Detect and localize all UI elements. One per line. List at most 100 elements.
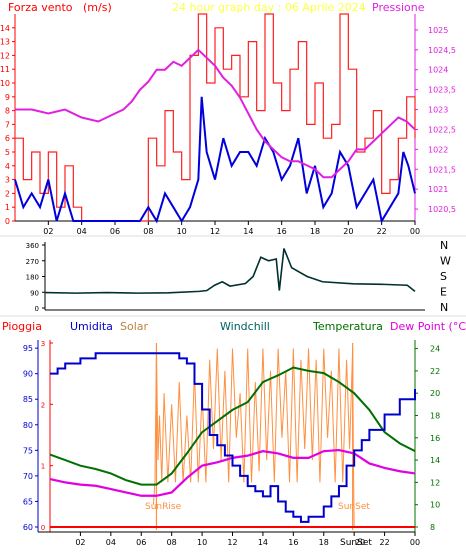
temperature-tick-label: 24 — [430, 345, 440, 354]
wind-tick-label: 13 — [0, 38, 10, 47]
humidity-tick-label: 95 — [23, 344, 33, 353]
pressure-tick-label: 1021 — [428, 185, 448, 194]
bottom-x-ticks: 02 04 06 08 10 12 14 16 18 20 22 00 — [75, 532, 420, 547]
humidity-tick-label: 80 — [23, 421, 33, 430]
pressure-title: Pressione — [372, 1, 425, 14]
wind-tick-label: 8 — [5, 107, 10, 116]
temperature-ticks: 8 10 12 14 16 18 20 22 24 — [415, 345, 440, 532]
pressure-tick-label: 1022,5 — [428, 125, 456, 134]
bottom-x-tick-label: 22 — [379, 538, 389, 547]
pressure-series-line — [15, 48, 416, 179]
wind-unit: (m/s) — [83, 1, 112, 14]
direction-series-line — [44, 248, 416, 294]
compass-label: N — [440, 301, 448, 314]
pressure-ticks: 1020,5 1021 1021,5 1022 1022,5 1023 1023,5 1024… — [415, 26, 456, 214]
direction-tick-label: 270 — [26, 258, 39, 266]
compass-label: S — [440, 270, 447, 283]
temperature-series-line — [49, 366, 416, 486]
wind-tick-label: 0 — [5, 217, 10, 226]
top-x-tick-label: 12 — [210, 227, 220, 236]
temperature-tick-label: 18 — [430, 411, 440, 420]
top-x-tick-label: 16 — [277, 227, 287, 236]
top-x-tick-label: 20 — [343, 227, 353, 236]
direction-tick-label: 360 — [26, 242, 39, 250]
dewpoint-title: Dew Point (°C) — [390, 320, 466, 333]
bottom-x-tick-label: 06 — [136, 538, 146, 547]
top-x-tick-label: 08 — [143, 227, 153, 236]
wind-tick-label: 3 — [5, 176, 10, 185]
sunset-label: SunSet — [338, 502, 370, 512]
humidity-title: Umidita — [70, 320, 113, 333]
rain-ticks: 0 1 2 3 — [41, 340, 53, 532]
wind-tick-label: 9 — [5, 93, 10, 102]
direction-tick-label: 180 — [26, 274, 39, 282]
temperature-tick-label: 8 — [430, 523, 435, 532]
gust-series-line — [15, 13, 416, 222]
direction-series — [44, 248, 416, 294]
top-x-tick-label: 02 — [43, 227, 53, 236]
date-title: 24 hour graph day : 06 Aprile 2024 — [172, 1, 366, 14]
temperature-tick-label: 14 — [430, 456, 440, 465]
bottom-x-tick-label: 00 — [410, 538, 420, 547]
sunrise-label: SunRise — [145, 502, 182, 512]
pressure-tick-label: 1024,5 — [428, 46, 456, 55]
top-x-tick-label: 10 — [177, 227, 187, 236]
top-x-tick-label: 04 — [77, 227, 87, 236]
pressure-tick-label: 1023,5 — [428, 86, 456, 95]
temperature-title: Temperatura — [312, 320, 383, 333]
bottom-x-tick-label: 02 — [75, 538, 85, 547]
wind-tick-label: 4 — [5, 162, 10, 171]
windchill-title: Windchill — [220, 320, 270, 333]
rain-tick-label: 2 — [41, 401, 45, 409]
top-series — [14, 13, 416, 224]
wind-tick-label: 14 — [0, 24, 10, 33]
pressure-tick-label: 1025 — [428, 26, 448, 35]
wind-tick-label: 7 — [5, 120, 10, 129]
pressure-tick-label: 1024 — [428, 66, 448, 75]
temperature-tick-label: 16 — [430, 434, 440, 443]
top-x-tick-label: 22 — [377, 227, 387, 236]
compass-label: N — [440, 239, 448, 252]
compass-label: E — [440, 286, 447, 299]
rain-title: Pioggia — [2, 320, 42, 333]
bottom-x-tick-label: 20 — [355, 538, 365, 547]
top-x-tick-label: 06 — [110, 227, 120, 236]
rain-tick-label: 0 — [41, 524, 45, 532]
rain-tick-label: 3 — [41, 340, 45, 348]
bottom-x-tick-label: 18 — [319, 538, 329, 547]
compass-label: W — [440, 255, 451, 268]
bottom-x-tick-label: 12 — [227, 538, 237, 547]
temperature-tick-label: 10 — [430, 501, 440, 510]
temperature-tick-label: 22 — [430, 367, 440, 376]
pressure-tick-label: 1023 — [428, 106, 448, 115]
wind-tick-label: 10 — [0, 79, 10, 88]
direction-tick-label: 90 — [30, 289, 39, 297]
wind-tick-label: 1 — [5, 203, 10, 212]
pressure-tick-label: 1022 — [428, 145, 448, 154]
bottom-x-tick-label: 14 — [258, 538, 268, 547]
humidity-tick-label: 90 — [23, 370, 33, 379]
bottom-x-tick-label: 08 — [167, 538, 177, 547]
pressure-tick-label: 1021,5 — [428, 165, 456, 174]
temperature-tick-label: 12 — [430, 478, 440, 487]
bottom-x-tick-label: 10 — [197, 538, 207, 547]
top-x-ticks: 02 04 06 08 10 12 14 16 18 20 22 00 — [43, 221, 420, 236]
bottom-series — [49, 343, 416, 530]
sunset-axis-label: SunSet — [340, 538, 372, 548]
rain-tick-label: 1 — [41, 463, 45, 471]
top-x-tick-label: 18 — [310, 227, 320, 236]
solar-title: Solar — [120, 320, 149, 333]
bottom-x-tick-label: 04 — [106, 538, 116, 547]
direction-ticks: 360 270 180 90 0 — [26, 242, 45, 313]
wind-tick-label: 2 — [5, 189, 10, 198]
humidity-tick-label: 75 — [23, 446, 33, 455]
humidity-tick-label: 70 — [23, 472, 33, 481]
humidity-ticks: 60 65 70 75 80 85 90 95 — [23, 344, 38, 532]
humidity-series-line — [50, 352, 416, 523]
wind-tick-label: 6 — [5, 134, 10, 143]
pressure-tick-label: 1020,5 — [428, 205, 456, 214]
wind-tick-label: 12 — [0, 51, 10, 60]
